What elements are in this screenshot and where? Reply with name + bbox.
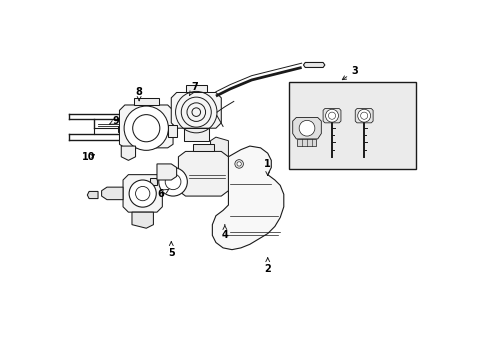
Polygon shape — [185, 85, 206, 93]
Circle shape — [299, 120, 314, 136]
Text: 5: 5 — [167, 242, 174, 258]
Polygon shape — [292, 117, 321, 139]
Polygon shape — [192, 144, 214, 152]
Circle shape — [159, 167, 187, 196]
Polygon shape — [303, 63, 324, 67]
Polygon shape — [118, 126, 128, 132]
Circle shape — [129, 180, 156, 207]
Text: 3: 3 — [342, 66, 358, 80]
Polygon shape — [210, 137, 228, 157]
Circle shape — [357, 109, 370, 122]
Polygon shape — [183, 128, 208, 141]
Text: 10: 10 — [82, 152, 96, 162]
Polygon shape — [149, 178, 157, 185]
Polygon shape — [157, 171, 189, 191]
Polygon shape — [178, 152, 228, 196]
Circle shape — [124, 106, 168, 150]
Text: 9: 9 — [109, 116, 119, 126]
Text: 8: 8 — [135, 87, 142, 100]
Circle shape — [165, 174, 181, 190]
Polygon shape — [297, 139, 315, 146]
Circle shape — [135, 186, 149, 201]
Text: 4: 4 — [221, 225, 228, 240]
Circle shape — [325, 109, 338, 122]
Polygon shape — [121, 146, 135, 160]
Polygon shape — [157, 164, 176, 180]
Polygon shape — [171, 93, 221, 128]
Circle shape — [234, 159, 243, 168]
Polygon shape — [212, 146, 283, 249]
Text: 6: 6 — [157, 189, 169, 199]
Text: 2: 2 — [264, 258, 270, 274]
Polygon shape — [134, 98, 159, 105]
Polygon shape — [354, 109, 372, 123]
Polygon shape — [102, 187, 123, 200]
Circle shape — [237, 162, 241, 166]
Polygon shape — [167, 125, 176, 137]
Polygon shape — [119, 105, 173, 148]
Polygon shape — [132, 212, 153, 228]
Text: 7: 7 — [189, 82, 198, 95]
Polygon shape — [87, 192, 98, 199]
Polygon shape — [323, 109, 340, 123]
Text: 1: 1 — [264, 159, 270, 175]
Bar — [288, 82, 415, 169]
Polygon shape — [123, 175, 162, 212]
Circle shape — [132, 114, 160, 142]
